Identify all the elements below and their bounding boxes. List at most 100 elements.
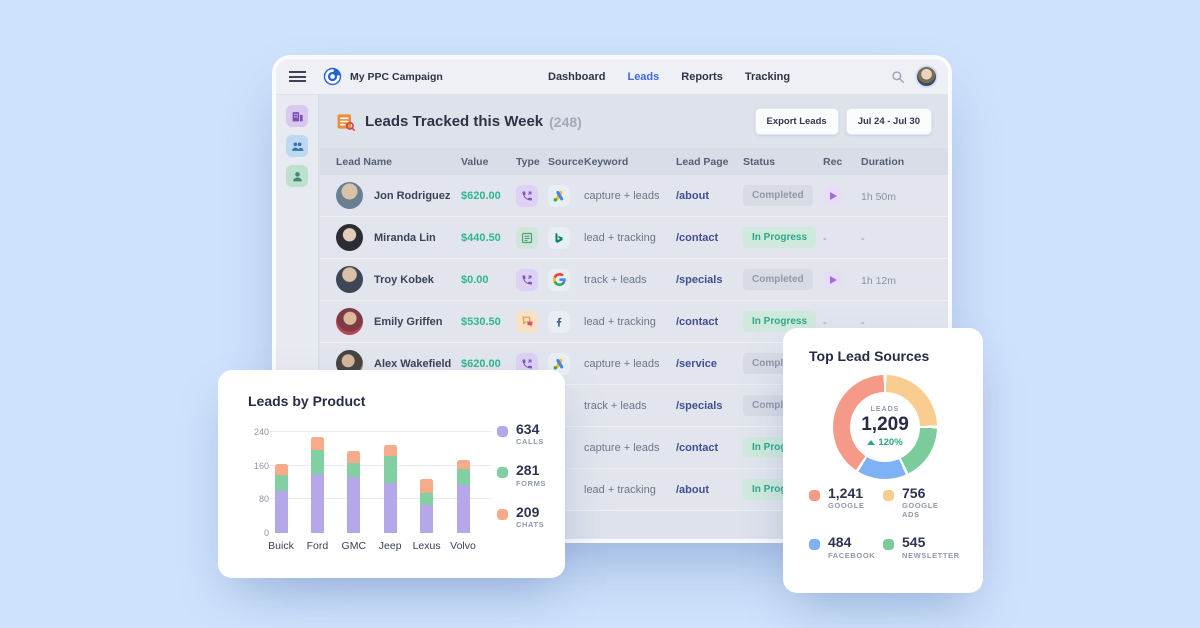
lead-name: Emily Griffen <box>374 315 443 328</box>
legend-swatch <box>883 490 894 501</box>
bar-segment-forms <box>274 474 288 491</box>
x-axis-label: Lexus <box>412 540 441 552</box>
legend-swatch <box>497 467 508 479</box>
trend-up-icon <box>867 440 876 445</box>
column-header-value: Value <box>461 155 489 168</box>
y-axis-tick: 80 <box>258 494 269 505</box>
lead-keyword: capture + leads <box>584 189 660 202</box>
nav-item-dashboard[interactable]: Dashboard <box>548 70 606 83</box>
donut-chart: LEADS 1,209 120% <box>833 375 937 479</box>
sidebar-item-team[interactable] <box>286 135 308 157</box>
legend-value: 484 <box>828 534 852 551</box>
hamburger-menu-icon[interactable] <box>276 71 319 82</box>
table-row[interactable]: Miranda Lin $440.50 lead + tracking/contac… <box>320 217 948 259</box>
lead-name: Jon Rodriguez <box>374 189 451 202</box>
donut-legend-item-google-ads: 756 GOOGLE ADS <box>883 485 957 519</box>
bar-segment-forms <box>310 450 324 475</box>
bar-segment-chats <box>383 445 397 456</box>
bar-segment-forms <box>456 468 470 486</box>
stacked-bar-gmc <box>347 450 361 533</box>
y-axis-tick: 240 <box>253 427 269 437</box>
bar-segment-forms <box>383 456 397 483</box>
lead-value: $440.50 <box>461 231 501 244</box>
bar-segment-calls <box>274 490 288 533</box>
legend-label: CALLS <box>516 437 544 447</box>
play-icon <box>830 191 837 200</box>
lead-page-link[interactable]: /contact <box>676 315 719 328</box>
stacked-bar-volvo <box>456 460 470 533</box>
chat-type-icon <box>516 310 538 333</box>
status-badge: In Progress <box>743 227 817 248</box>
column-header-type: Type <box>516 155 540 168</box>
nav-item-reports[interactable]: Reports <box>681 70 723 83</box>
x-axis-label: Ford <box>306 540 329 552</box>
legend-swatch <box>497 508 508 520</box>
x-axis-label: GMC <box>341 540 367 552</box>
x-axis-label: Jeep <box>378 540 402 552</box>
stacked-bar-lexus <box>420 478 434 533</box>
status-badge: Completed <box>743 185 813 206</box>
lead-name: Troy Kobek <box>374 273 434 286</box>
phone-type-icon <box>516 184 538 207</box>
legend-label: GOOGLE <box>828 501 865 511</box>
bar-chart-title: Leads by Product <box>248 393 366 409</box>
stacked-bar-buick <box>274 463 288 533</box>
legend-swatch <box>497 426 508 437</box>
export-leads-button[interactable]: Export Leads <box>754 108 839 135</box>
lead-page-link[interactable]: /specials <box>676 399 723 412</box>
google-ads-source-icon <box>548 184 570 207</box>
gridline <box>270 464 492 466</box>
status-badge: In Progress <box>743 311 817 332</box>
play-recording-button[interactable] <box>823 186 842 205</box>
leads-count: (248) <box>549 113 582 130</box>
legend-value: 634 <box>516 421 540 437</box>
sidebar-item-contacts[interactable] <box>286 165 308 187</box>
x-axis-label: Buick <box>268 540 294 552</box>
lead-page-link[interactable]: /about <box>676 483 709 496</box>
phone-type-icon <box>516 268 538 291</box>
rec-empty: - <box>823 316 827 329</box>
lead-name: Miranda Lin <box>374 231 436 244</box>
lead-page-link[interactable]: /contact <box>676 231 719 244</box>
nav-item-tracking[interactable]: Tracking <box>744 70 791 83</box>
google-ads-source-icon <box>548 352 570 375</box>
bar-segment-chats <box>310 437 324 451</box>
column-header-lead-name: Lead Name <box>336 155 393 168</box>
lead-page-link[interactable]: /about <box>676 189 709 202</box>
lead-name: Alex Wakefield <box>374 357 452 370</box>
lead-avatar <box>336 182 363 209</box>
legend-swatch <box>809 539 820 551</box>
person-icon <box>292 171 302 181</box>
bar-segment-calls <box>456 485 470 533</box>
y-axis-tick: 0 <box>263 528 269 538</box>
column-header-keyword: Keyword <box>584 155 629 168</box>
google-source-icon <box>548 268 570 291</box>
date-range-button[interactable]: Jul 24 - Jul 30 <box>845 108 932 135</box>
search-icon[interactable] <box>891 70 905 84</box>
donut-chart-title: Top Lead Sources <box>809 348 930 364</box>
table-row[interactable]: Emily Griffen $530.50 lead + tracking/cont… <box>320 301 948 343</box>
table-row[interactable]: Jon Rodriguez $620.00 capture + leads/abou… <box>320 175 948 217</box>
user-avatar[interactable] <box>915 65 938 88</box>
legend-swatch <box>809 490 820 501</box>
lead-page-link[interactable]: /service <box>676 357 717 370</box>
lead-value: $530.50 <box>461 315 501 328</box>
bar-segment-chats <box>420 478 434 493</box>
donut-legend-item-newsletter: 545 NEWSLETTER <box>883 534 960 560</box>
sidebar-item-analytics[interactable] <box>286 105 308 127</box>
play-recording-button[interactable] <box>823 270 842 289</box>
nav-item-leads[interactable]: Leads <box>627 70 660 83</box>
phone-type-icon <box>516 352 538 375</box>
app-title: My PPC Campaign <box>350 70 443 83</box>
lead-page-link[interactable]: /contact <box>676 441 719 454</box>
legend-label: NEWSLETTER <box>902 550 960 560</box>
duration-empty: - <box>861 232 865 245</box>
bar-chart-legend: 634 CALLS 281 FORMS 209 CHATS <box>497 421 546 529</box>
lead-page-link[interactable]: /specials <box>676 273 723 286</box>
lead-keyword: lead + tracking <box>584 231 656 244</box>
gridline <box>270 498 492 500</box>
table-row[interactable]: Troy Kobek $0.00 track + leads/specials Com… <box>320 259 948 301</box>
lead-keyword: track + leads <box>584 399 647 412</box>
lead-value: $0.00 <box>461 273 489 286</box>
bar-segment-calls <box>383 482 397 533</box>
